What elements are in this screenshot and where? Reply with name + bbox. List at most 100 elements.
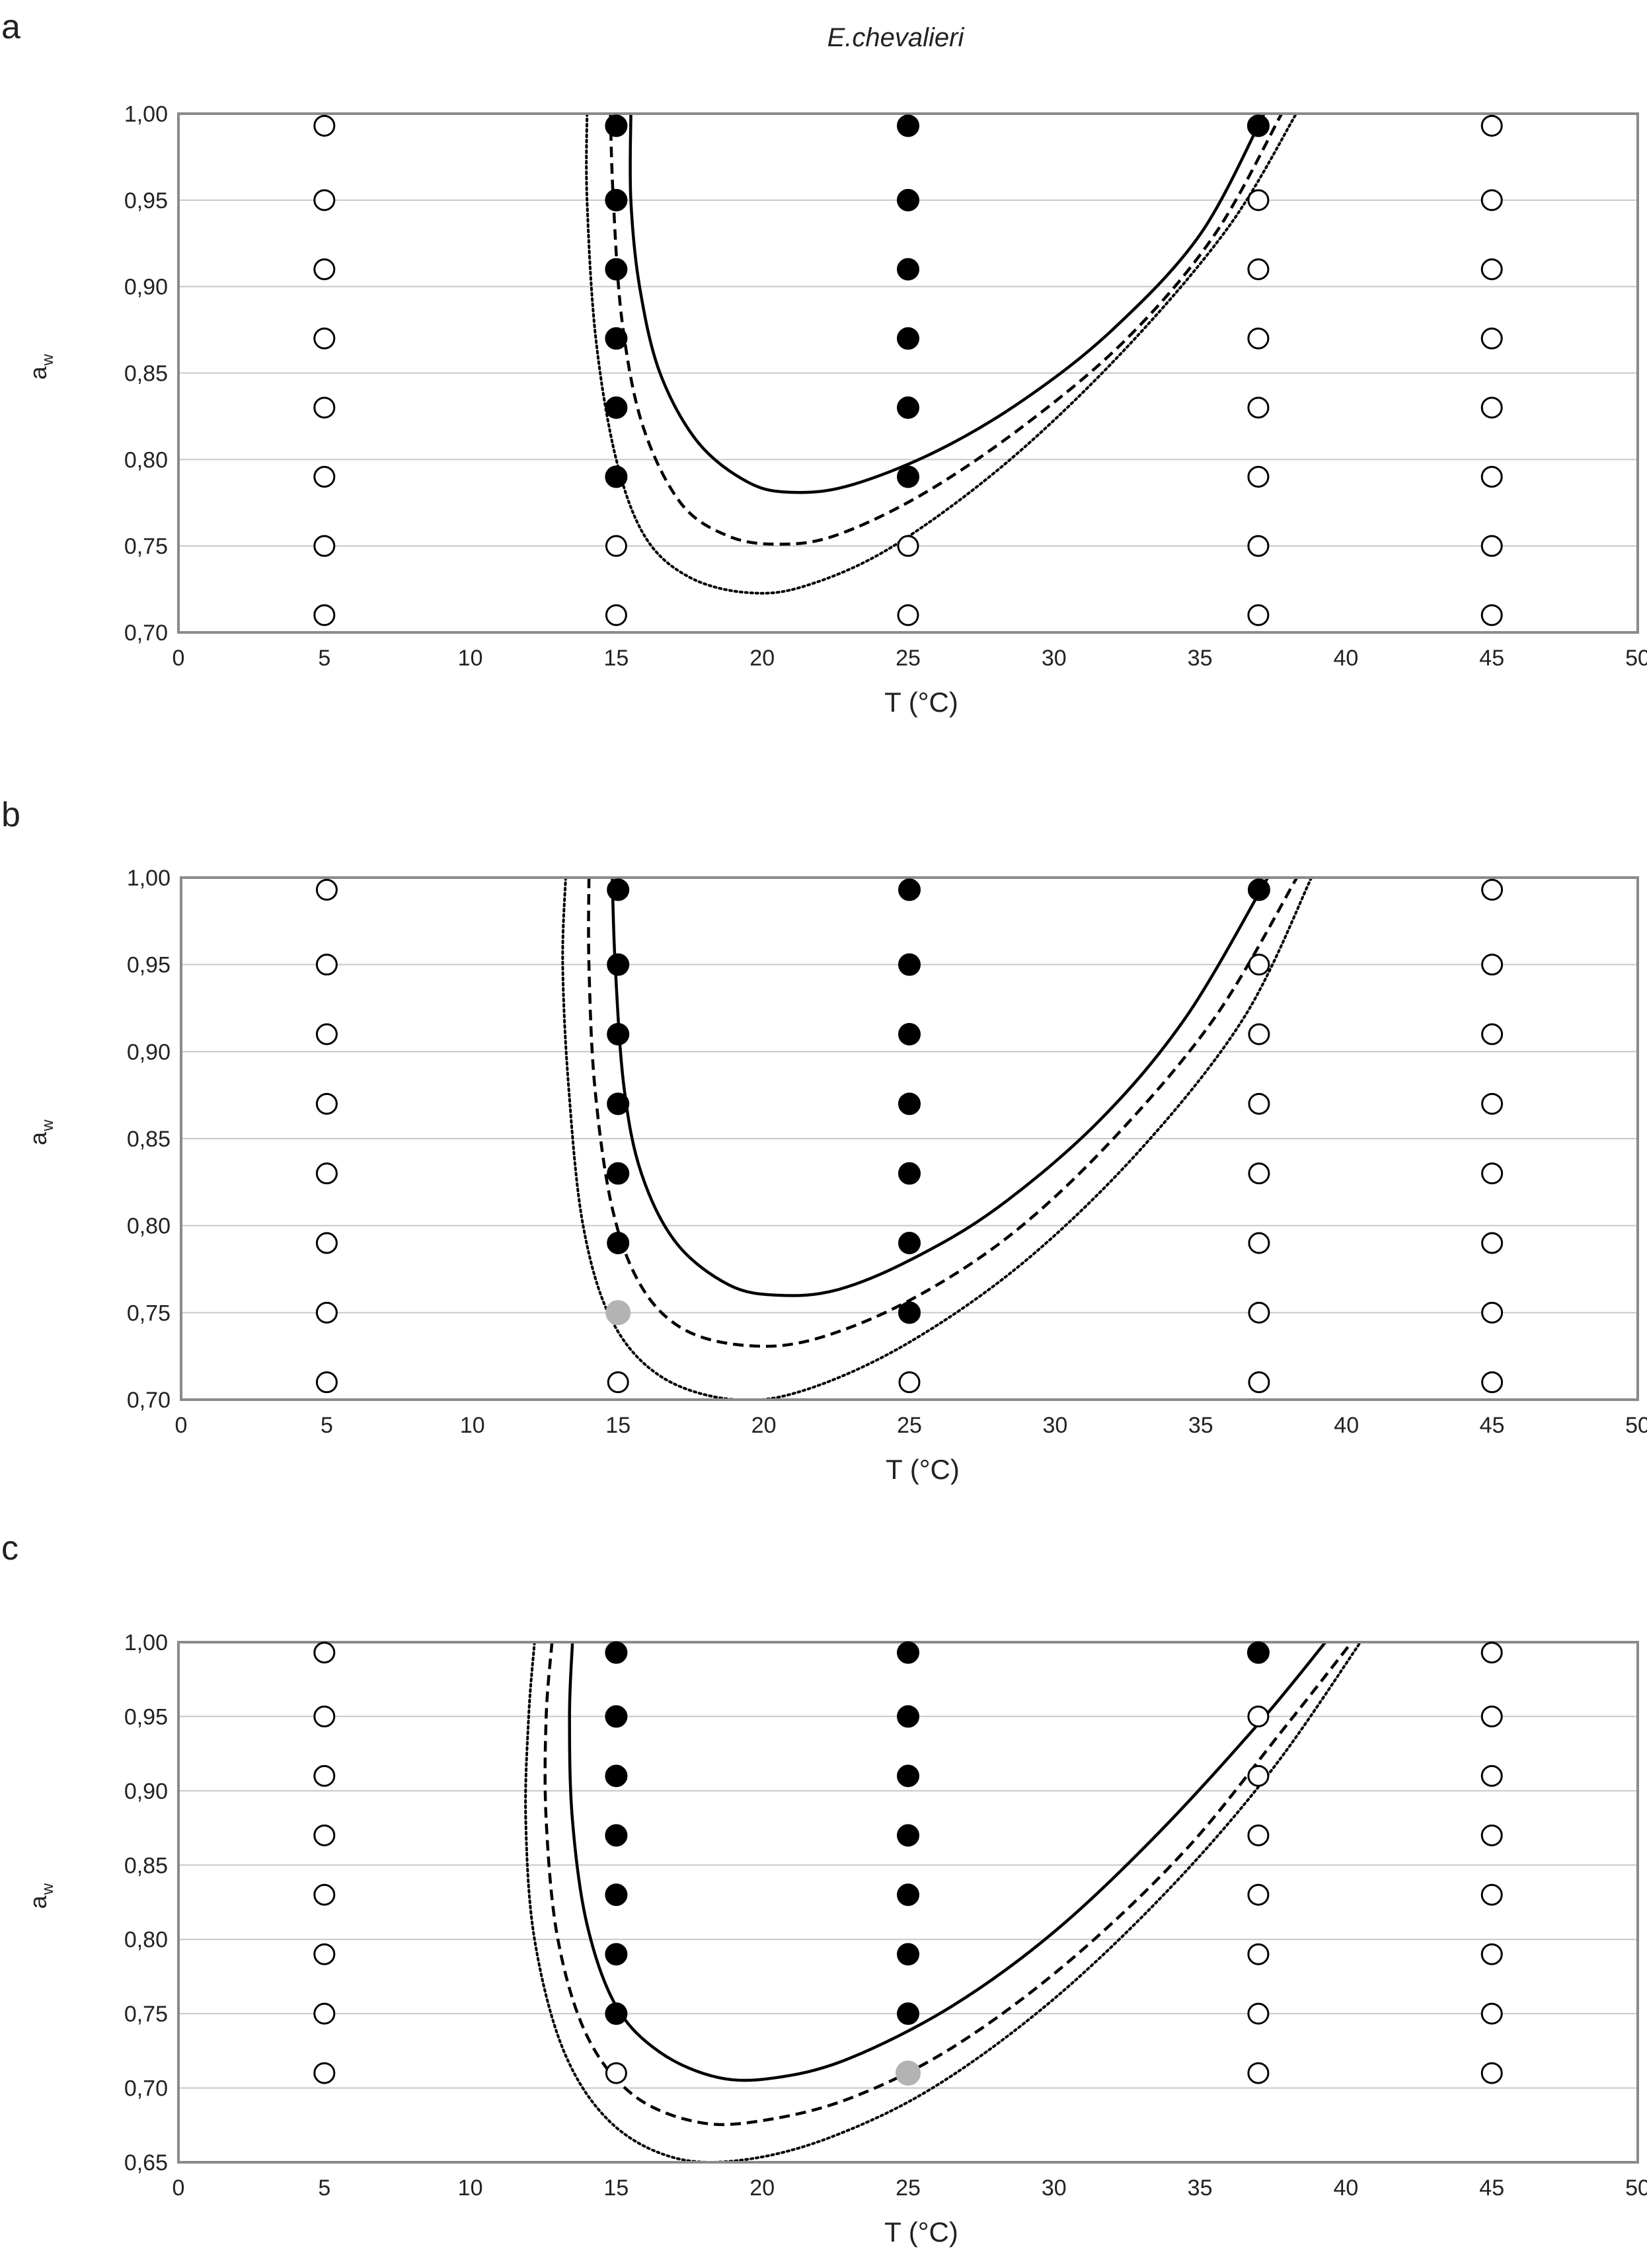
data-point-growth (607, 1092, 630, 1115)
x-tick-label: 35 (1188, 1413, 1213, 1438)
data-point-none (1247, 189, 1270, 211)
x-tick-label: 5 (318, 646, 330, 671)
data-point-none (313, 2002, 336, 2025)
boundary-solid (629, 114, 1266, 494)
data-point-none (315, 954, 338, 976)
y-tick-label: 0,85 (124, 1853, 168, 1878)
y-axis-label-sub: w (39, 1119, 57, 1132)
y-tick-label: 0,90 (124, 275, 168, 300)
data-point-none (1480, 114, 1503, 137)
data-point-none (1481, 1301, 1504, 1324)
y-axis-label-main: a (24, 366, 52, 380)
data-point-growth (605, 114, 628, 137)
x-tick-label: 15 (603, 2175, 629, 2201)
data-point-growth (897, 465, 919, 488)
data-point-growth (605, 2002, 628, 2025)
panel-label: a (1, 8, 20, 46)
data-point-none (1247, 258, 1270, 280)
x-tick-label: 30 (1042, 1413, 1067, 1438)
x-tick-label: 30 (1042, 2175, 1067, 2201)
data-point-none (313, 327, 336, 350)
data-point-none (1248, 1371, 1270, 1394)
x-tick-label: 20 (749, 2175, 775, 2201)
boundary-dashed (543, 1642, 1353, 2127)
data-point-growth (898, 1232, 921, 1254)
x-tick-label: 0 (172, 2175, 185, 2201)
x-axis-label: T (°C) (884, 2216, 958, 2248)
data-point-growth (605, 465, 628, 488)
y-tick-label: 0,95 (124, 1704, 168, 1729)
x-tick-label: 25 (896, 646, 921, 671)
data-point-none (313, 1883, 336, 1906)
data-point-none (605, 2062, 627, 2084)
data-point-growth (897, 1943, 919, 1966)
data-point-growth (897, 1883, 919, 1907)
y-axis-label: aw (24, 1883, 57, 1909)
data-point-none (1481, 1023, 1504, 1045)
figure-title: E.chevalieri (827, 23, 965, 52)
data-point-growth (605, 1883, 628, 1907)
data-point-growth (897, 396, 919, 419)
data-point-none (313, 466, 336, 488)
data-point-none (313, 397, 336, 419)
data-point-none (313, 1705, 336, 1727)
data-point-growth (898, 1162, 921, 1185)
y-tick-label: 0,75 (124, 534, 168, 559)
data-point-none (313, 1943, 336, 1965)
y-tick-label: 0,85 (127, 1127, 171, 1152)
data-point-none (1481, 1232, 1504, 1254)
x-tick-label: 10 (458, 2175, 483, 2201)
data-point-none (1248, 1232, 1270, 1254)
y-tick-label: 1,00 (124, 1630, 168, 1655)
y-tick-label: 1,00 (127, 866, 171, 891)
data-point-growth (605, 188, 628, 211)
x-tick-label: 5 (321, 1413, 333, 1438)
data-point-none (1480, 1943, 1503, 1965)
data-point-none (1480, 258, 1503, 280)
y-tick-label: 0,70 (124, 621, 168, 646)
y-tick-label: 0,95 (124, 188, 168, 213)
data-point-growth (605, 258, 628, 281)
panel-b: b 0,70 0,75 0,80 0,85 0,90 0,95 1,00 0 5 10 15 20 25 3… (1, 796, 1647, 1485)
data-point-none (315, 1092, 338, 1115)
data-point-growth (607, 878, 630, 901)
panel-a: a 0,70 0,75 0,80 0,85 0,90 0,95 1,00 0 5 10 15 20 25 3… (1, 8, 1647, 718)
y-axis-label: aw (24, 1119, 57, 1145)
data-point-growth (898, 1301, 921, 1324)
data-point-none (1480, 2002, 1503, 2025)
data-point-none (1480, 604, 1503, 626)
data-point-none (1248, 1092, 1270, 1115)
data-point-none (897, 604, 919, 626)
data-point-none (1247, 535, 1270, 557)
data-point-none (315, 1162, 338, 1185)
data-point-none (1481, 1371, 1504, 1394)
x-tick-label: 45 (1479, 646, 1504, 671)
data-point-growth (898, 1023, 921, 1045)
data-point-none (1481, 1162, 1504, 1185)
x-tick-label: 15 (605, 1413, 631, 1438)
data-point-none (315, 1232, 338, 1254)
boundary-dashed (609, 114, 1283, 546)
x-tick-label: 20 (749, 646, 775, 671)
data-point-growth (605, 396, 628, 419)
plot-border (180, 876, 1639, 1401)
data-point-growth (605, 1641, 628, 1664)
x-tick-label: 45 (1479, 2175, 1504, 2201)
x-axis-label: T (°C) (884, 687, 958, 718)
y-tick-label: 0,75 (124, 2002, 168, 2027)
data-point-none (1480, 1883, 1503, 1906)
y-axis-label: aw (24, 354, 57, 379)
y-axis-label-main: a (24, 1131, 52, 1145)
x-axis-label: T (°C) (886, 1454, 960, 1485)
data-point-growth (607, 1232, 630, 1254)
data-point-none (1480, 1642, 1503, 1664)
data-point-none (313, 189, 336, 211)
data-point-growth (897, 114, 919, 137)
x-tick-label: 20 (751, 1413, 777, 1438)
data-point-none (1248, 954, 1270, 976)
x-tick-label: 40 (1334, 1413, 1359, 1438)
x-tick-label: 25 (896, 2175, 921, 2201)
data-point-growth (898, 953, 921, 976)
data-point-none (313, 114, 336, 137)
